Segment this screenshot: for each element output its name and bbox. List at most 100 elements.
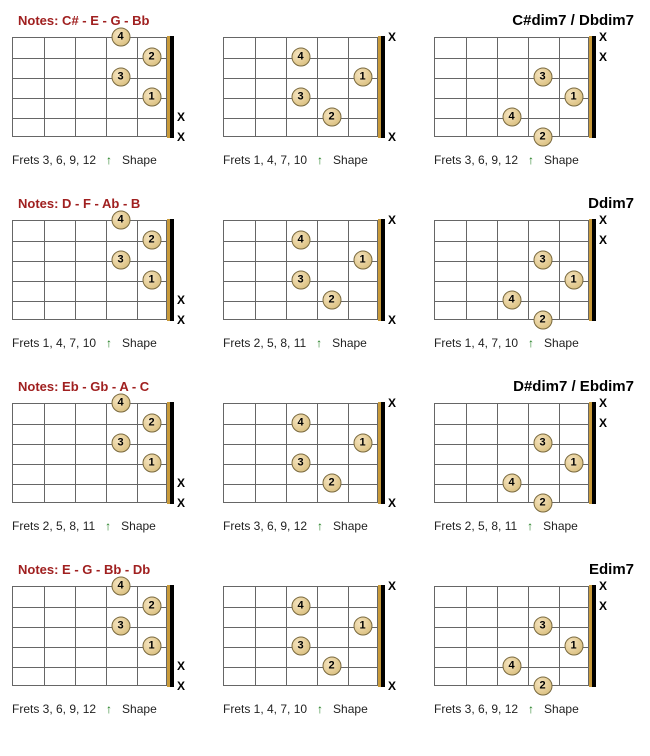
finger-dot: 2 (142, 597, 161, 616)
diagram-caption: Frets 1, 4, 7, 10↑Shape (434, 336, 579, 350)
notes-label: Notes: E - G - Bb - Db (18, 562, 150, 577)
diagram-caption: Frets 2, 5, 8, 11↑Shape (12, 519, 156, 533)
shape-label: Shape (333, 519, 368, 533)
diagram-row: 4231XXFrets 3, 6, 9, 12↑Shape4132XXFrets… (12, 586, 638, 716)
frets-text: Frets 3, 6, 9, 12 (434, 702, 518, 716)
finger-dot: 3 (291, 88, 310, 107)
diagram-row: 4231XXFrets 1, 4, 7, 10↑Shape4132XXFrets… (12, 220, 638, 350)
diagram-row: 4231XXFrets 2, 5, 8, 11↑Shape4132XXFrets… (12, 403, 638, 533)
finger-dot: 4 (291, 48, 310, 67)
finger-dot: 1 (564, 454, 583, 473)
row-header: Notes: D - F - Ab - BDdim7 (12, 195, 638, 212)
mute-mark: X (599, 50, 607, 64)
finger-dot: 4 (502, 657, 521, 676)
nut-bar (589, 219, 595, 321)
arrow-icon: ↑ (317, 153, 323, 167)
chord-row: Notes: D - F - Ab - BDdim74231XXFrets 1,… (12, 195, 638, 350)
arrow-icon: ↑ (317, 519, 323, 533)
frets-text: Frets 1, 4, 7, 10 (434, 336, 518, 350)
nut-bar (167, 219, 173, 321)
nut-bar (378, 36, 384, 138)
arrow-icon: ↑ (106, 336, 112, 350)
shape-label: Shape (544, 153, 579, 167)
chord-name: Edim7 (589, 561, 634, 578)
finger-dot: 4 (111, 211, 130, 230)
finger-dot: 3 (533, 68, 552, 87)
finger-dot: 2 (322, 108, 341, 127)
mute-mark: X (177, 679, 185, 693)
finger-dot: 2 (322, 657, 341, 676)
shape-label: Shape (122, 702, 157, 716)
chord-name: Ddim7 (588, 195, 634, 212)
finger-dot: 4 (502, 108, 521, 127)
arrow-icon: ↑ (528, 336, 534, 350)
diagram-cell: 3142XXFrets 1, 4, 7, 10↑Shape (434, 220, 609, 350)
finger-dot: 3 (111, 434, 130, 453)
chord-diagram: 4132XX (223, 220, 398, 330)
finger-dot: 2 (322, 291, 341, 310)
finger-dot: 2 (142, 414, 161, 433)
arrow-icon: ↑ (527, 519, 533, 533)
diagram-cell: 4132XXFrets 2, 5, 8, 11↑Shape (223, 220, 398, 350)
mute-mark: X (177, 659, 185, 673)
finger-dot: 4 (291, 597, 310, 616)
mute-mark: X (177, 496, 185, 510)
finger-dot: 3 (533, 617, 552, 636)
mute-mark: X (599, 579, 607, 593)
finger-dot: 1 (353, 617, 372, 636)
finger-dot: 3 (111, 68, 130, 87)
shape-label: Shape (544, 702, 579, 716)
mute-mark: X (388, 313, 396, 327)
frets-text: Frets 2, 5, 8, 11 (434, 519, 517, 533)
finger-dot: 2 (533, 677, 552, 696)
diagram-caption: Frets 1, 4, 7, 10↑Shape (223, 153, 368, 167)
mute-mark: X (177, 313, 185, 327)
mute-mark: X (388, 213, 396, 227)
notes-label: Notes: Eb - Gb - A - C (18, 379, 149, 394)
row-header: Notes: C# - E - G - Bb C#dim7 / Dbdim7 (12, 12, 638, 29)
mute-mark: X (599, 30, 607, 44)
mute-mark: X (388, 396, 396, 410)
mute-mark: X (388, 30, 396, 44)
frets-text: Frets 3, 6, 9, 12 (434, 153, 518, 167)
chord-diagram: 4132XX (223, 403, 398, 513)
chord-diagram: 3142XX (434, 37, 609, 147)
finger-dot: 4 (111, 577, 130, 596)
chord-name: C#dim7 / Dbdim7 (512, 12, 634, 29)
finger-dot: 4 (111, 28, 130, 47)
diagram-cell: 4231XX Frets 3, 6, 9, 12↑Shape (12, 37, 187, 167)
finger-dot: 3 (533, 434, 552, 453)
shape-label: Shape (333, 153, 368, 167)
arrow-icon: ↑ (528, 702, 534, 716)
finger-dot: 1 (564, 271, 583, 290)
chord-diagram: 3142XX (434, 220, 609, 330)
finger-dot: 2 (533, 128, 552, 147)
chord-diagram: 4231XX (12, 403, 187, 513)
shape-label: Shape (121, 519, 156, 533)
finger-dot: 1 (564, 88, 583, 107)
mute-mark: X (599, 416, 607, 430)
mute-mark: X (599, 233, 607, 247)
frets-text: Frets 3, 6, 9, 12 (12, 702, 96, 716)
notes-label: Notes: C# - E - G - Bb (18, 13, 149, 28)
chord-diagram: 3142XX (434, 586, 609, 696)
mute-mark: X (599, 396, 607, 410)
shape-label: Shape (122, 336, 157, 350)
nut-bar (589, 402, 595, 504)
finger-dot: 1 (142, 454, 161, 473)
chord-diagram: 4231XX (12, 220, 187, 330)
row-header: Notes: E - G - Bb - Db Edim7 (12, 561, 638, 578)
diagram-row: 4231XXFrets 3, 6, 9, 12↑Shape4132XXFrets… (12, 37, 638, 167)
arrow-icon: ↑ (106, 153, 112, 167)
diagram-caption: Frets 3, 6, 9, 12↑Shape (12, 153, 157, 167)
finger-dot: 2 (533, 494, 552, 513)
chord-diagram: 4231XX (12, 37, 187, 147)
finger-dot: 1 (353, 68, 372, 87)
chord-chart-root: Notes: C# - E - G - BbC#dim7 / Dbdim7423… (12, 12, 638, 716)
nut-bar (167, 36, 173, 138)
diagram-caption: Frets 3, 6, 9, 12↑Shape (434, 153, 579, 167)
finger-dot: 3 (291, 271, 310, 290)
chord-diagram: 4132XX (223, 586, 398, 696)
row-header: Notes: Eb - Gb - A - CD#dim7 / Ebdim7 (12, 378, 638, 395)
arrow-icon: ↑ (316, 336, 322, 350)
